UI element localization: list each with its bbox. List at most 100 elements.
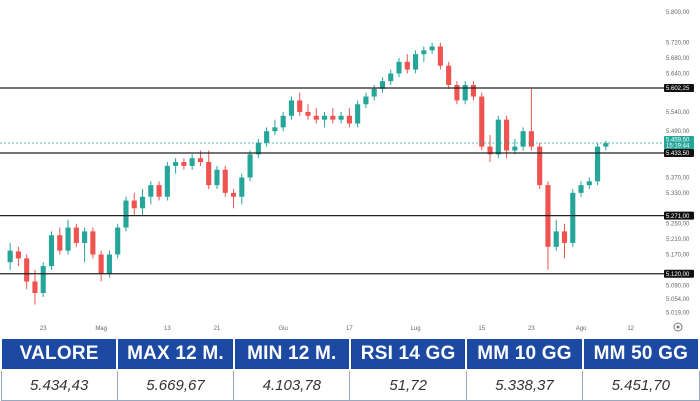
x-tick-label: 15 xyxy=(478,326,485,332)
y-tick-label: 5.640,00 xyxy=(666,71,690,77)
candle-body xyxy=(32,281,38,294)
candle-body xyxy=(297,100,303,112)
stats-table: VALORE MAX 12 M. MIN 12 M. RSI 14 GG MM … xyxy=(0,337,700,401)
candle-body xyxy=(48,235,55,267)
candle-body xyxy=(454,84,460,101)
current-price-label: 5.459,50 xyxy=(666,137,690,143)
y-tick-label: 5.800,00 xyxy=(666,10,690,16)
y-tick-label: 5.720,00 xyxy=(666,41,690,47)
level-label-box xyxy=(664,211,694,220)
x-tick-label: Mag xyxy=(95,326,107,332)
candlestick-chart: 5.602,25 5.433,50 5.271,00 5.120,00 5.459,50… xyxy=(0,10,694,332)
x-tick-label: Ago xyxy=(576,326,587,332)
candle-body xyxy=(15,251,21,259)
candle-body xyxy=(148,185,154,197)
header-min-12m: MIN 12 M. xyxy=(232,337,351,371)
x-tick-label: Lug xyxy=(411,326,421,332)
y-tick-label: 5.054,00 xyxy=(666,297,690,303)
x-tick-label: 23 xyxy=(40,326,47,332)
candle-body xyxy=(404,61,410,70)
y-tick-label: 5.370,00 xyxy=(666,175,690,181)
candle-body xyxy=(305,111,311,116)
candle-body xyxy=(230,192,237,197)
candle-body xyxy=(586,181,592,186)
candle-body xyxy=(255,142,261,155)
candle-body xyxy=(239,177,245,197)
candle-body xyxy=(321,115,328,120)
candle-body xyxy=(247,154,253,178)
candle-body xyxy=(82,231,88,243)
candle-body xyxy=(57,235,63,251)
candle-body xyxy=(7,250,13,263)
y-tick-label: 5.090,00 xyxy=(666,283,690,289)
candle-body xyxy=(189,158,195,166)
candle-body xyxy=(173,162,179,166)
level-label-box xyxy=(664,269,694,278)
candle-body xyxy=(264,131,270,143)
candle-body xyxy=(595,146,601,182)
candle-body xyxy=(446,65,452,85)
value-mm-50gg: 5.451,70 xyxy=(582,369,700,401)
candle-body xyxy=(181,162,187,166)
candle-body xyxy=(115,227,121,255)
candle-body xyxy=(355,104,361,124)
stats-header-row: VALORE MAX 12 M. MIN 12 M. RSI 14 GG MM … xyxy=(0,337,700,371)
value-rsi-14gg: 51,72 xyxy=(349,369,467,401)
candle-body xyxy=(561,231,568,243)
candle-body xyxy=(272,127,278,132)
value-mm-10gg: 5.338,37 xyxy=(465,369,584,401)
candle-body xyxy=(222,169,228,193)
candle-body xyxy=(40,266,46,294)
y-axis: 5.019,00 5.054,00 5.090,00 5.170,00 5.210,00… xyxy=(666,10,690,317)
candle-body xyxy=(462,84,468,101)
candle-body xyxy=(528,131,534,147)
header-max-12m: MAX 12 M. xyxy=(116,337,235,371)
candle-body xyxy=(412,54,419,70)
candle-body xyxy=(65,227,71,251)
candle-body xyxy=(470,84,477,97)
candle-body xyxy=(553,231,559,247)
candle-body xyxy=(512,146,518,151)
candle-body xyxy=(156,185,162,197)
candle-body xyxy=(197,158,204,163)
candle-body xyxy=(603,143,609,147)
value-max-12m: 5.669,67 xyxy=(116,369,235,401)
candle-body xyxy=(206,162,212,186)
candle-body xyxy=(98,254,104,274)
candle-body xyxy=(106,254,112,274)
candle-body xyxy=(123,200,129,228)
level-label-box xyxy=(664,83,694,92)
candle-body xyxy=(388,73,394,82)
x-tick-label: 21 xyxy=(214,326,221,332)
candle-body xyxy=(288,100,295,116)
current-price-countdown: 15:19:44 xyxy=(666,143,690,149)
level-label: 5.120,00 xyxy=(666,272,690,278)
candle-body xyxy=(90,231,96,255)
current-price-label-box xyxy=(664,135,694,149)
candle-body xyxy=(214,169,220,186)
y-tick-label: 5.250,00 xyxy=(666,222,690,228)
stats-value-row: 5.434,43 5.669,67 4.103,78 51,72 5.338,3… xyxy=(0,369,700,401)
chart-area: 5.602,25 5.433,50 5.271,00 5.120,00 5.459,50… xyxy=(0,9,694,332)
candle-body xyxy=(495,119,501,155)
candle-body xyxy=(421,50,427,55)
level-label-box xyxy=(664,148,694,157)
settings-gear-icon[interactable] xyxy=(673,322,683,332)
y-tick-label: 5.019,00 xyxy=(666,311,690,317)
header-rsi-14gg: RSI 14 GG xyxy=(348,337,468,371)
x-axis: 23 Mag 13 21 Giu 17 Lug 15 23 Ago 12 xyxy=(40,326,635,332)
y-tick-label: 5.490,00 xyxy=(666,129,690,135)
candle-body xyxy=(313,115,319,120)
candle-body xyxy=(280,115,286,128)
candle-body xyxy=(73,227,79,243)
x-tick-label: 13 xyxy=(164,326,171,332)
level-label: 5.433,50 xyxy=(666,151,690,157)
x-tick-label: 23 xyxy=(528,326,535,332)
candle-body xyxy=(371,88,377,97)
candle-body xyxy=(139,196,146,209)
header-mm-50gg: MM 50 GG xyxy=(581,337,700,371)
value-valore: 5.434,43 xyxy=(0,369,118,401)
x-tick-label: Giu xyxy=(279,326,288,332)
candle-body xyxy=(396,61,402,74)
candle-body xyxy=(363,96,369,105)
